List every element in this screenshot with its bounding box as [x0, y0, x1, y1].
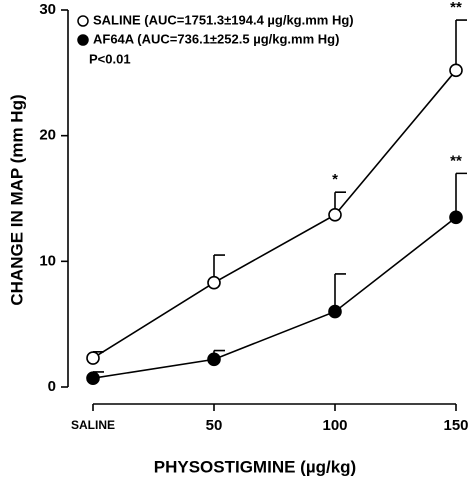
x-axis-label: PHYSOSTIGMINE (µg/kg): [154, 457, 356, 476]
x-tick-label: SALINE: [71, 418, 115, 432]
data-point: [449, 210, 463, 225]
data-point: [449, 63, 463, 78]
data-point: [207, 352, 221, 367]
note: P<0.01: [89, 51, 131, 66]
series-line: [92, 216, 457, 379]
data-point: [207, 275, 221, 290]
significance-label: *: [332, 171, 338, 188]
legend-marker: [77, 34, 89, 46]
error-bar: [455, 19, 467, 71]
x-tick-label: 50: [206, 417, 223, 434]
y-axis-label: CHANGE IN MAP (mm Hg): [7, 94, 26, 305]
significance-label: **: [450, 0, 462, 16]
x-tick-label: 150: [443, 417, 468, 434]
significance-label: **: [450, 152, 462, 169]
x-tick-label: 100: [322, 417, 347, 434]
legend-label: AF64A (AUC=736.1±252.5 µg/kg.mm Hg): [93, 31, 339, 46]
y-tick-label: 10: [39, 252, 56, 269]
data-point: [86, 351, 100, 365]
series-line: [92, 69, 457, 359]
y-tick-label: 30: [39, 1, 56, 18]
legend-label: SALINE (AUC=1751.3±194.4 µg/kg.mm Hg): [93, 12, 354, 27]
error-bar: [455, 172, 467, 218]
data-point: [328, 304, 342, 319]
y-tick-label: 0: [48, 378, 56, 395]
y-tick-label: 20: [39, 127, 56, 144]
legend-marker: [77, 15, 89, 27]
data-point: [328, 208, 342, 222]
data-point: [86, 371, 100, 386]
